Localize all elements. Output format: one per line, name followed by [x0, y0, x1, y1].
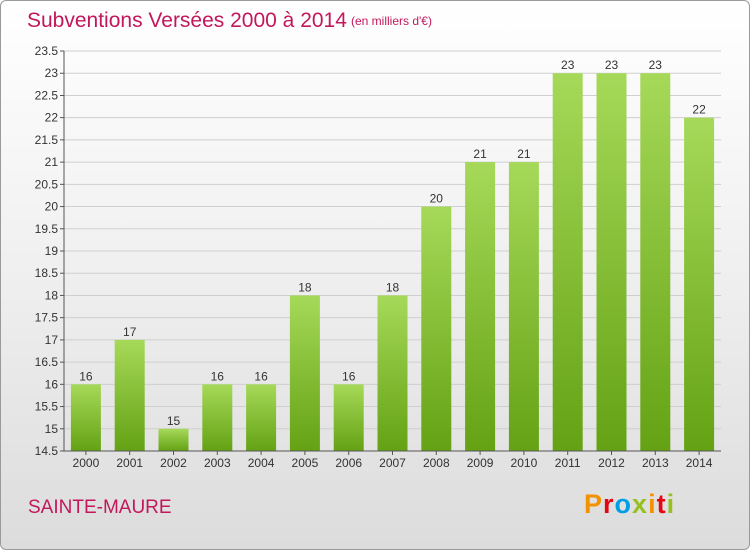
bar-value-label: 16	[79, 369, 93, 383]
bar-value-label: 21	[473, 147, 487, 161]
bar-value-label: 18	[386, 280, 400, 294]
y-tick-label: 14.5	[35, 444, 59, 458]
bar	[421, 206, 452, 451]
y-tick-label: 23	[45, 66, 59, 80]
bar	[202, 384, 233, 451]
unit-label: (en milliers d'€)	[351, 14, 432, 28]
y-tick-label: 18.5	[35, 266, 59, 280]
bars: 16 17 15 16 16 18 16 18 20 21 21 23 23 23 22	[70, 58, 715, 452]
bar-value-label: 16	[342, 369, 356, 383]
y-tick-label: 23.5	[35, 44, 59, 58]
bar-value-label: 17	[123, 325, 137, 339]
bar-value-label: 16	[211, 369, 225, 383]
x-tick-label: 2011	[555, 456, 581, 470]
bar	[114, 339, 145, 451]
x-tick-label: 2005	[292, 456, 319, 470]
x-tick-label: 2010	[511, 456, 538, 470]
logo-letter: P	[584, 489, 604, 519]
logo-letter: t	[656, 489, 667, 519]
y-tick-label: 20.5	[35, 177, 59, 191]
chart-title: Subventions Versées 2000 à 2014	[27, 9, 347, 32]
x-tick-label: 2002	[160, 456, 187, 470]
proxiti-logo: Proxiti	[584, 489, 675, 520]
y-tick-label: 22.5	[35, 88, 59, 102]
logo-letter: r	[603, 489, 615, 519]
bar-value-label: 23	[605, 58, 619, 72]
bar	[246, 384, 277, 451]
y-tick-label: 19.5	[35, 222, 59, 236]
y-tick-label: 17.5	[35, 311, 59, 325]
bar	[465, 162, 496, 451]
y-tick-label: 21.5	[35, 133, 59, 147]
logo-letter: o	[614, 489, 633, 519]
x-tick-label: 2008	[423, 456, 450, 470]
y-tick-label: 22	[45, 111, 59, 125]
x-tick-label: 2004	[248, 456, 275, 470]
bar	[596, 73, 627, 451]
bar-value-label: 18	[298, 280, 312, 294]
bar	[158, 428, 189, 451]
bar	[640, 73, 671, 451]
bar	[684, 117, 715, 452]
y-tick-label: 20	[45, 200, 59, 214]
x-tick-label: 2012	[598, 456, 625, 470]
y-tick-label: 21	[45, 155, 59, 169]
x-tick-label: 2007	[379, 456, 406, 470]
x-tick-label: 2014	[686, 456, 713, 470]
bar-value-label: 15	[167, 414, 181, 428]
bar	[333, 384, 364, 451]
y-tick-label: 15	[45, 422, 59, 436]
x-tick-label: 2000	[73, 456, 100, 470]
x-tick-label: 2009	[467, 456, 494, 470]
bar	[289, 295, 320, 451]
bar-value-label: 23	[561, 58, 575, 72]
x-tick-label: 2001	[116, 456, 143, 470]
logo-letter: i	[666, 489, 676, 519]
bar-value-label: 20	[430, 192, 444, 206]
x-tick-label: 2013	[642, 456, 669, 470]
bar	[70, 384, 101, 451]
y-tick-label: 17	[45, 333, 59, 347]
logo-letter: i	[648, 489, 657, 519]
y-tick-label: 16	[45, 377, 59, 391]
bar-value-label: 23	[649, 58, 663, 72]
x-tick-label: 2003	[204, 456, 231, 470]
y-tick-label: 16.5	[35, 355, 59, 369]
axes: 14.5 15 15.5 16 16.5 17 17.5 18 18.5 19 19.5 20 20.5…	[35, 44, 721, 470]
y-tick-label: 18	[45, 288, 59, 302]
y-tick-label: 19	[45, 244, 59, 258]
bar	[552, 73, 583, 451]
bar-value-label: 16	[254, 369, 268, 383]
x-tick-label: 2006	[335, 456, 362, 470]
bar-value-label: 22	[692, 103, 706, 117]
logo-letter: x	[632, 489, 649, 519]
bar-value-label: 21	[517, 147, 531, 161]
y-tick-label: 15.5	[35, 400, 59, 414]
bar	[508, 162, 539, 451]
place-name: SAINTE-MAURE	[28, 497, 172, 518]
bar	[377, 295, 408, 451]
